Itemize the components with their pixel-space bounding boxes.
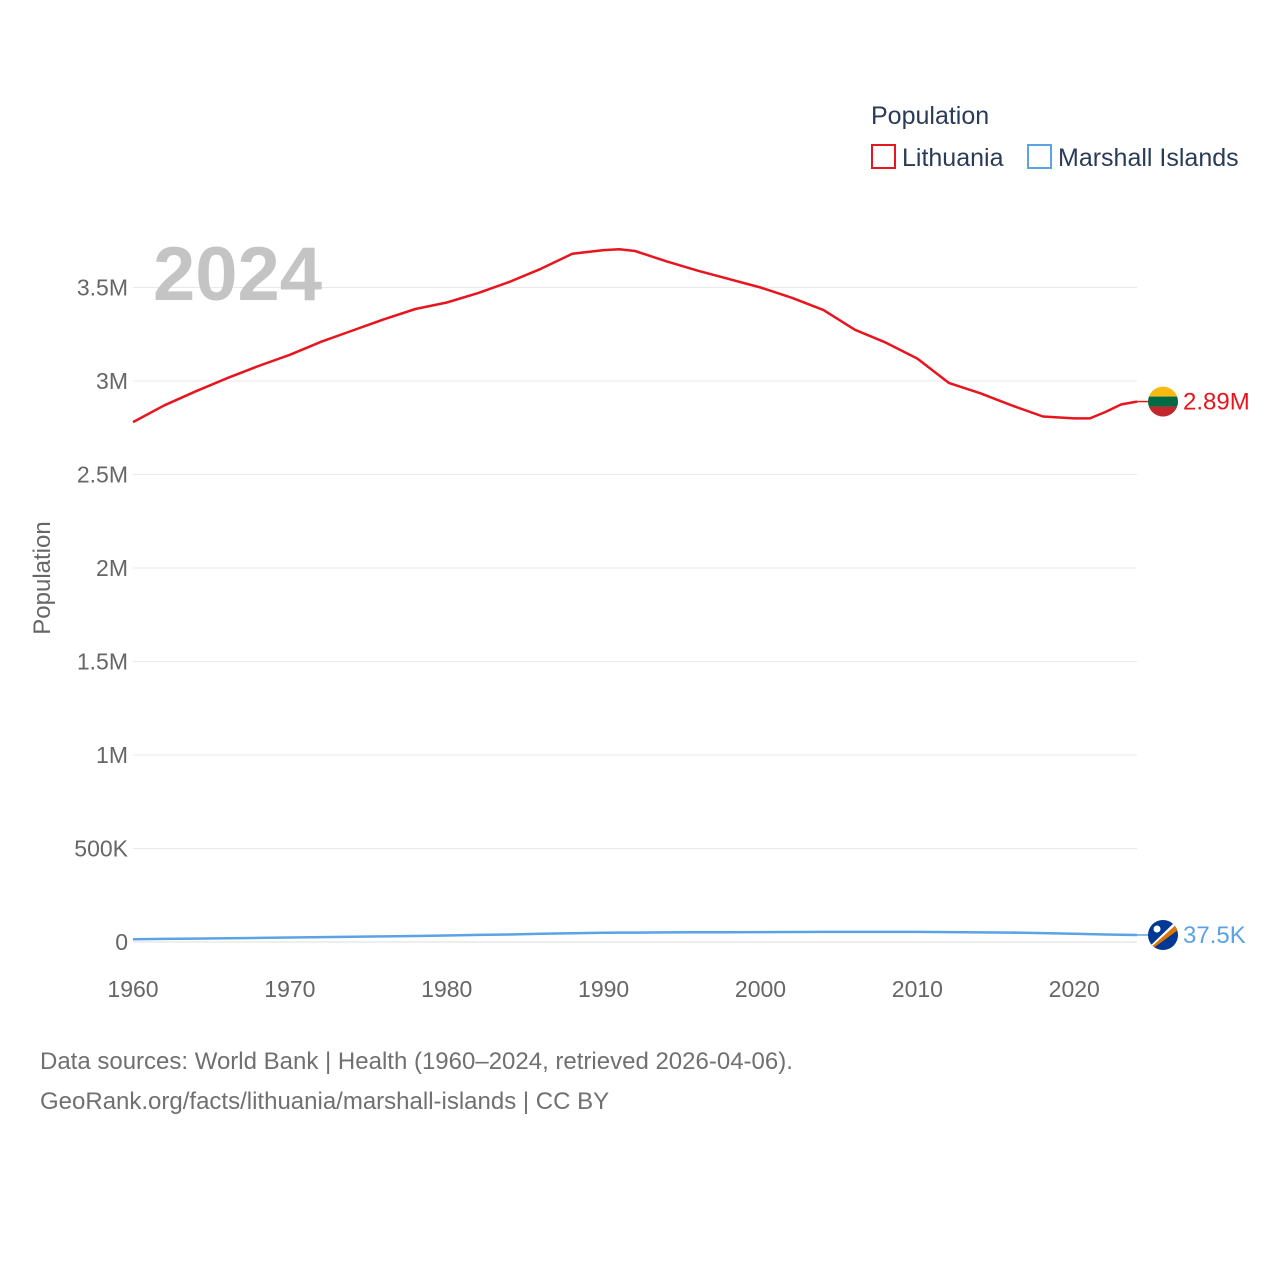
legend-item-marshall-islands[interactable]: Marshall Islands [1027,144,1239,172]
data-source-note: Data sources: World Bank | Health (1960–… [40,1048,793,1075]
y-tick-label: 3M [96,368,128,394]
x-tick-label: 2010 [892,976,943,1002]
end-value-label-marshall-islands: 37.5K [1183,922,1246,949]
legend-swatch-lithuania [871,144,896,169]
y-axis-ticks: 0 500K 1M 1.5M 2M 2.5M 3M 3.5M [74,275,128,956]
x-axis-ticks: 1960 1970 1980 1990 2000 2010 2020 [107,976,1099,1002]
x-tick-label: 1970 [264,976,315,1002]
y-tick-label: 2M [96,555,128,581]
x-tick-label: 2000 [735,976,786,1002]
legend-label-marshall-islands: Marshall Islands [1058,144,1239,172]
x-tick-label: 1960 [107,976,158,1002]
y-axis-title: Population [29,521,56,634]
y-tick-label: 0 [115,929,128,955]
legend: Population Lithuania Marshall Islands [871,102,1239,172]
y-tick-label: 1.5M [77,649,128,675]
y-tick-label: 2.5M [77,462,128,488]
lithuania-flag-icon [1148,386,1178,417]
legend-swatch-marshall-islands [1027,144,1052,169]
y-tick-label: 500K [74,836,128,862]
series-line-lithuania[interactable] [132,247,1138,424]
series-lines [132,247,1138,941]
y-tick-label: 1M [96,742,128,768]
x-tick-label: 1990 [578,976,629,1002]
x-tick-label: 1980 [421,976,472,1002]
gridlines [133,287,1137,943]
end-markers: 2.89M 37.5K [1137,386,1250,950]
footer: Data sources: World Bank | Health (1960–… [40,1042,793,1122]
year-display: 2024 [153,232,322,317]
legend-item-lithuania[interactable]: Lithuania [871,144,1004,172]
legend-title: Population [871,102,989,130]
legend-label-lithuania: Lithuania [902,144,1004,172]
x-tick-label: 2020 [1049,976,1100,1002]
series-line-marshall-islands[interactable] [132,930,1138,941]
marshall-islands-flag-icon [1148,919,1178,950]
source-link[interactable]: GeoRank.org/facts/lithuania/marshall-isl… [40,1088,610,1115]
end-value-label-lithuania: 2.89M [1183,389,1250,416]
y-tick-label: 3.5M [77,275,128,301]
